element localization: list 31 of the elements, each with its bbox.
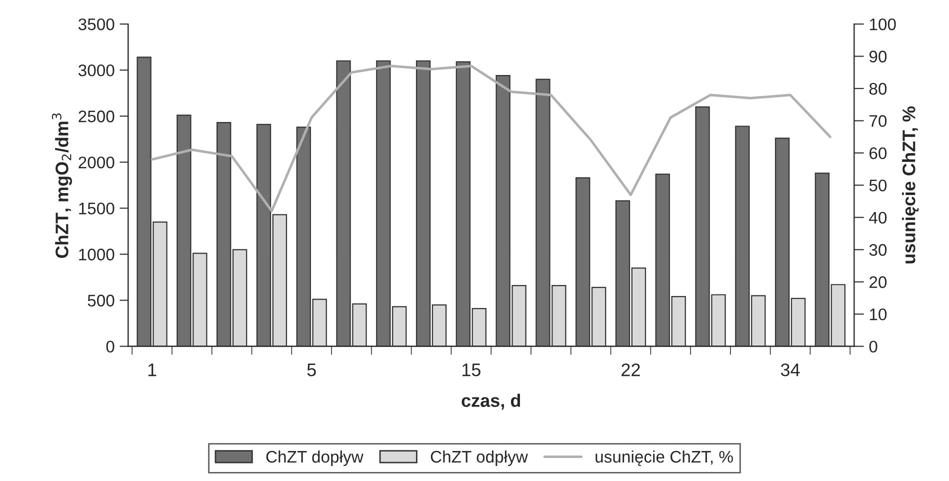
y-tick-label: 2000: [78, 156, 114, 168]
line-series: [150, 64, 832, 212]
x-tick-label: 22: [622, 363, 640, 376]
y2-tick-label: 80: [869, 82, 887, 95]
y2-tick-label: 30: [869, 244, 887, 256]
y2-tick-label: 100: [870, 18, 896, 30]
y-tick-label: 1500: [79, 202, 114, 214]
y2-axis-title: usunięcie ChZT, %: [902, 106, 919, 264]
y-tick-label: 1000: [79, 248, 114, 260]
y-tick-label: 2500: [78, 110, 114, 122]
y2-tick-label: 0: [869, 340, 878, 353]
y2-tick-label: 50: [869, 180, 887, 192]
x-tick-label: 34: [780, 363, 800, 376]
y2-tick-label: 60: [870, 147, 887, 160]
x-tick-label: 1: [148, 364, 156, 376]
y-tick-label: 0: [106, 340, 114, 353]
x-axis-title: czas, d: [462, 394, 520, 410]
y2-tick-label: 20: [870, 276, 887, 288]
legend-label: ChZT odpływ: [430, 450, 528, 466]
legend-label: ChZT dopływ: [266, 450, 364, 466]
legend-label: usunięcie ChZT, %: [596, 450, 733, 466]
y-axis-title: ChZT, mgO$_{2}$/dm$^{3}$: [52, 113, 72, 258]
y2-tick-label: 40: [869, 212, 887, 224]
x-tick-label: 5: [307, 364, 316, 376]
y-tick-label: 500: [88, 294, 114, 306]
y-tick-label: 3000: [78, 64, 114, 76]
y2-tick-label: 10: [870, 308, 887, 320]
x-tick-label: 15: [462, 364, 480, 376]
y-tick-label: 3500: [78, 18, 114, 30]
y2-tick-label: 90: [869, 50, 887, 62]
y2-tick-label: 70: [870, 115, 887, 127]
